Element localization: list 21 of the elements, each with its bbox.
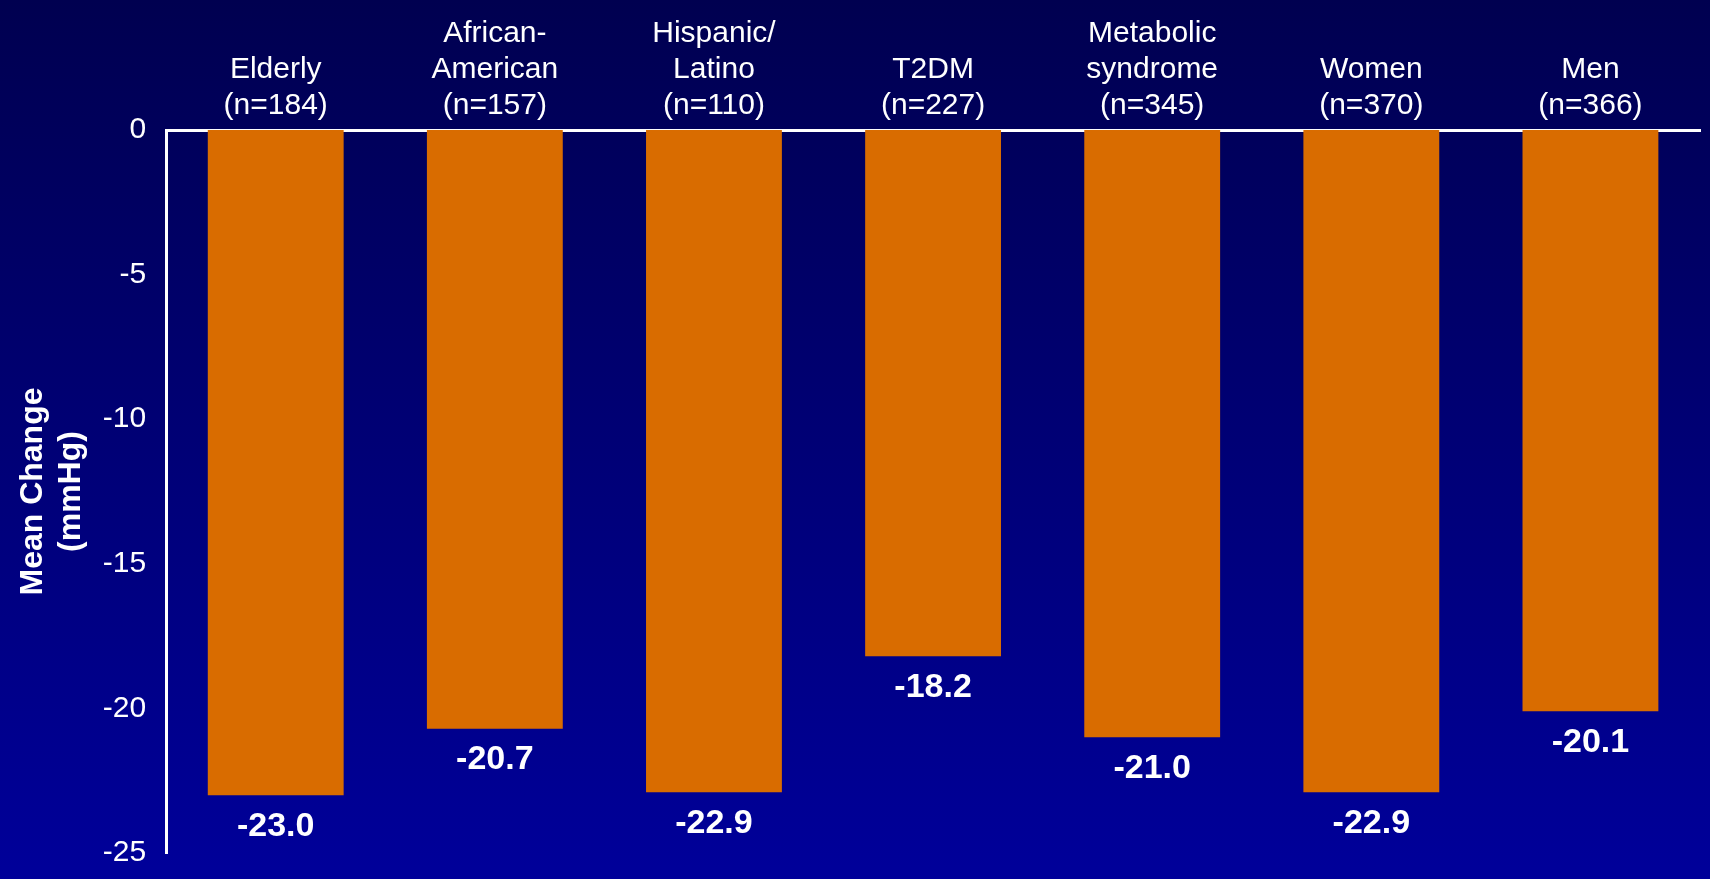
y-tick-label: -20 — [102, 689, 147, 723]
x-tick-label: African- American (n=157) — [431, 15, 559, 121]
data-label: -21.0 — [1113, 746, 1191, 785]
x-tick-label: Elderly (n=184) — [223, 51, 328, 121]
data-label: -18.2 — [894, 665, 972, 704]
data-label: -23.0 — [236, 804, 315, 843]
x-tick-label: T2DM (n=227) — [880, 51, 986, 121]
data-label: -20.1 — [1551, 720, 1630, 759]
y-tick-label: -10 — [102, 400, 147, 434]
x-tick-label: Metabolic syndrome (n=345) — [1086, 15, 1219, 121]
y-tick-label: 0 — [129, 111, 147, 145]
data-label: -20.7 — [456, 738, 534, 777]
y-axis-title: Mean Change (mmHg) — [13, 387, 88, 596]
y-tick-label: -5 — [119, 255, 147, 289]
y-tick-label: -15 — [102, 545, 147, 579]
x-tick-label: Hispanic/ Latino (n=110) — [652, 15, 777, 121]
data-label: -22.9 — [675, 801, 753, 840]
x-tick-label: Women (n=370) — [1319, 51, 1424, 121]
x-tick-label: Men (n=366) — [1538, 51, 1643, 121]
y-tick-label: -25 — [102, 834, 147, 868]
data-label: -22.9 — [1332, 801, 1411, 840]
